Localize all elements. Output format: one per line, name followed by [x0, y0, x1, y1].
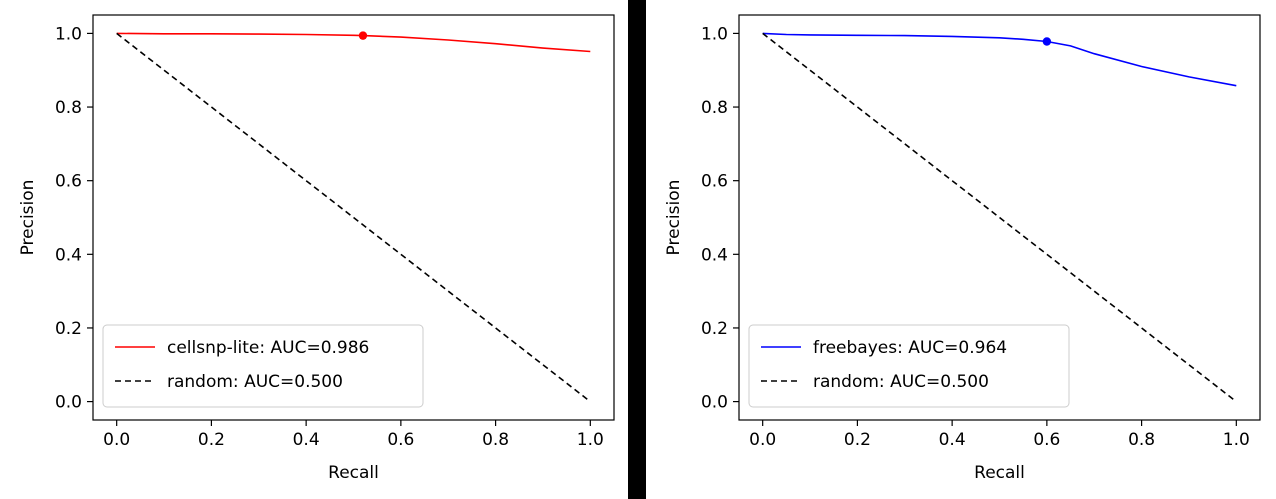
- series-line-model: [762, 32, 1237, 87]
- y-tick-label: 0.0: [701, 393, 728, 413]
- legend-box: [748, 324, 1070, 408]
- operating-point-marker: [358, 31, 368, 40]
- legend-label: cellsnp-lite: AUC=0.986: [167, 338, 369, 358]
- series-line-model: [116, 32, 591, 53]
- y-tick-label: 0.2: [55, 319, 82, 339]
- x-tick-label: 0.2: [844, 430, 871, 450]
- y-tick-label: 0.4: [701, 245, 728, 265]
- y-tick-label: 0.4: [55, 245, 82, 265]
- x-tick-label: 1.0: [577, 430, 604, 450]
- x-tick-label: 0.0: [103, 430, 130, 450]
- legend-label: random: AUC=0.500: [167, 372, 343, 392]
- x-tick-label: 0.2: [198, 430, 225, 450]
- y-tick-label: 0.6: [55, 172, 82, 192]
- chart-panel-1: 0.0 0.2 0.4 0.6 0.8 1.0 0.0 0.2 0.4 0.6 0.8 1.0 Reca…: [18, 14, 615, 483]
- y-tick-label: 0.6: [701, 172, 728, 192]
- x-tick-label: 1.0: [1223, 430, 1250, 450]
- y-tick-label: 1.0: [701, 24, 728, 44]
- x-tick-label: 0.6: [1033, 430, 1060, 450]
- divider-bar: [628, 0, 646, 499]
- y-tick-label: 0.2: [701, 319, 728, 339]
- x-tick-label: 0.4: [939, 430, 966, 450]
- x-tick-label: 0.8: [1128, 430, 1155, 450]
- y-tick-label: 0.8: [55, 98, 82, 118]
- y-tick-label: 1.0: [55, 24, 82, 44]
- legend-label: freebayes: AUC=0.964: [813, 338, 1007, 358]
- chart-panel-2: 0.0 0.2 0.4 0.6 0.8 1.0 0.0 0.2 0.4 0.6 0.8 1.0 Reca…: [664, 14, 1261, 483]
- operating-point-marker: [1042, 37, 1052, 46]
- y-tick-label: 0.0: [55, 393, 82, 413]
- y-tick-label: 0.8: [701, 98, 728, 118]
- y-axis-title: Precision: [664, 180, 684, 256]
- x-tick-label: 0.8: [482, 430, 509, 450]
- x-axis-title: Recall: [328, 463, 379, 483]
- x-tick-label: 0.4: [293, 430, 320, 450]
- legend-box: [102, 324, 424, 408]
- x-tick-label: 0.6: [387, 430, 414, 450]
- y-axis-title: Precision: [18, 180, 38, 256]
- legend-label: random: AUC=0.500: [813, 372, 989, 392]
- x-axis-title: Recall: [974, 463, 1025, 483]
- x-tick-label: 0.0: [749, 430, 776, 450]
